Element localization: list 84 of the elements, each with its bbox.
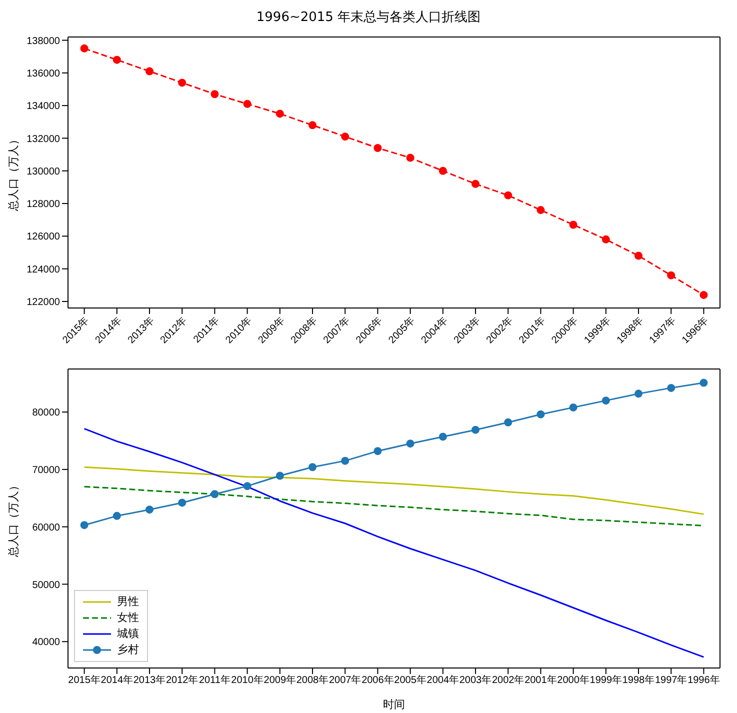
point	[112, 512, 121, 520]
point	[276, 110, 284, 118]
point	[112, 56, 121, 64]
point	[210, 490, 219, 498]
x-tick-label: 2005年	[394, 674, 426, 686]
chart-title: 1996~2015 年末总与各类人口折线图	[255, 9, 482, 26]
point	[700, 378, 708, 387]
point	[634, 252, 642, 260]
point	[243, 482, 252, 490]
point	[536, 410, 545, 418]
y-tick-label: 126000	[26, 232, 60, 243]
x-tick-label: 2014年	[100, 674, 134, 686]
legend-label: 女性	[117, 611, 139, 625]
point	[308, 463, 316, 472]
x-tick-label: 2003年	[459, 674, 492, 686]
x-tick-label: 1997年	[654, 674, 688, 686]
x-tick-label: 2006年	[362, 674, 394, 686]
legend-label: 城镇	[117, 627, 139, 641]
point	[80, 521, 88, 530]
point	[634, 390, 642, 398]
x-tick-label: 2000年	[557, 674, 590, 686]
point	[700, 290, 708, 299]
y-axis-title: 总人口（万人）	[6, 134, 20, 212]
point	[438, 166, 447, 175]
point	[80, 44, 88, 52]
x-tick-label: 1998年	[622, 674, 655, 686]
x-tick-label: 2007年	[328, 674, 362, 686]
point	[667, 384, 676, 392]
legend-label: 乡村	[117, 643, 139, 657]
x-tick-label: 1999年	[590, 674, 622, 686]
point	[504, 191, 512, 200]
x-tick-label: 2015年	[68, 674, 100, 686]
point	[146, 506, 154, 514]
point	[602, 235, 610, 244]
point	[504, 418, 512, 426]
y-tick-label: 40000	[32, 637, 60, 648]
x-tick-label: 2013年	[133, 674, 166, 686]
point	[667, 271, 676, 280]
point	[178, 498, 186, 507]
y-tick-label: 70000	[32, 464, 60, 476]
y-tick-label: 128000	[26, 199, 60, 210]
point	[569, 220, 578, 229]
point	[472, 180, 480, 188]
point	[536, 206, 545, 214]
x-axis-title: 时间	[383, 698, 405, 711]
x-tick-label: 2001年	[524, 674, 557, 686]
point	[406, 440, 414, 448]
x-tick-label: 1996年	[688, 674, 720, 686]
x-tick-label: 2010年	[231, 674, 264, 686]
legend-label: 男性	[117, 595, 139, 609]
point	[178, 78, 186, 87]
x-tick-label: 2012年	[166, 674, 198, 686]
x-tick-label: 2011年	[198, 674, 230, 686]
point	[276, 472, 284, 480]
x-tick-label: 2008年	[296, 674, 329, 686]
y-tick-label: 132000	[26, 134, 60, 145]
y-axis-title: 总人口（万人）	[6, 480, 20, 558]
point	[602, 396, 610, 405]
point	[243, 100, 252, 108]
point	[210, 90, 219, 98]
line-series	[84, 428, 704, 658]
y-tick-label: 122000	[26, 297, 60, 308]
point	[341, 456, 350, 465]
point	[308, 121, 316, 130]
point	[569, 403, 578, 412]
x-tick-label: 2009年	[264, 674, 296, 686]
x-tick-label: 2002年	[492, 674, 524, 686]
y-tick-label: 124000	[26, 264, 60, 276]
point	[341, 132, 350, 141]
y-tick-label: 134000	[26, 101, 60, 112]
y-tick-label: 50000	[32, 580, 60, 591]
y-tick-label: 130000	[26, 166, 60, 178]
point	[374, 447, 382, 456]
y-tick-label: 60000	[32, 522, 60, 534]
point	[146, 67, 154, 76]
point	[406, 154, 414, 162]
y-tick-label: 138000	[26, 36, 60, 47]
y-tick-label: 80000	[32, 408, 60, 419]
point	[374, 144, 382, 152]
x-tick-label: 2004年	[426, 674, 460, 686]
point	[472, 426, 480, 434]
line-series	[84, 466, 704, 515]
point	[438, 432, 447, 441]
y-tick-label: 136000	[26, 68, 60, 80]
